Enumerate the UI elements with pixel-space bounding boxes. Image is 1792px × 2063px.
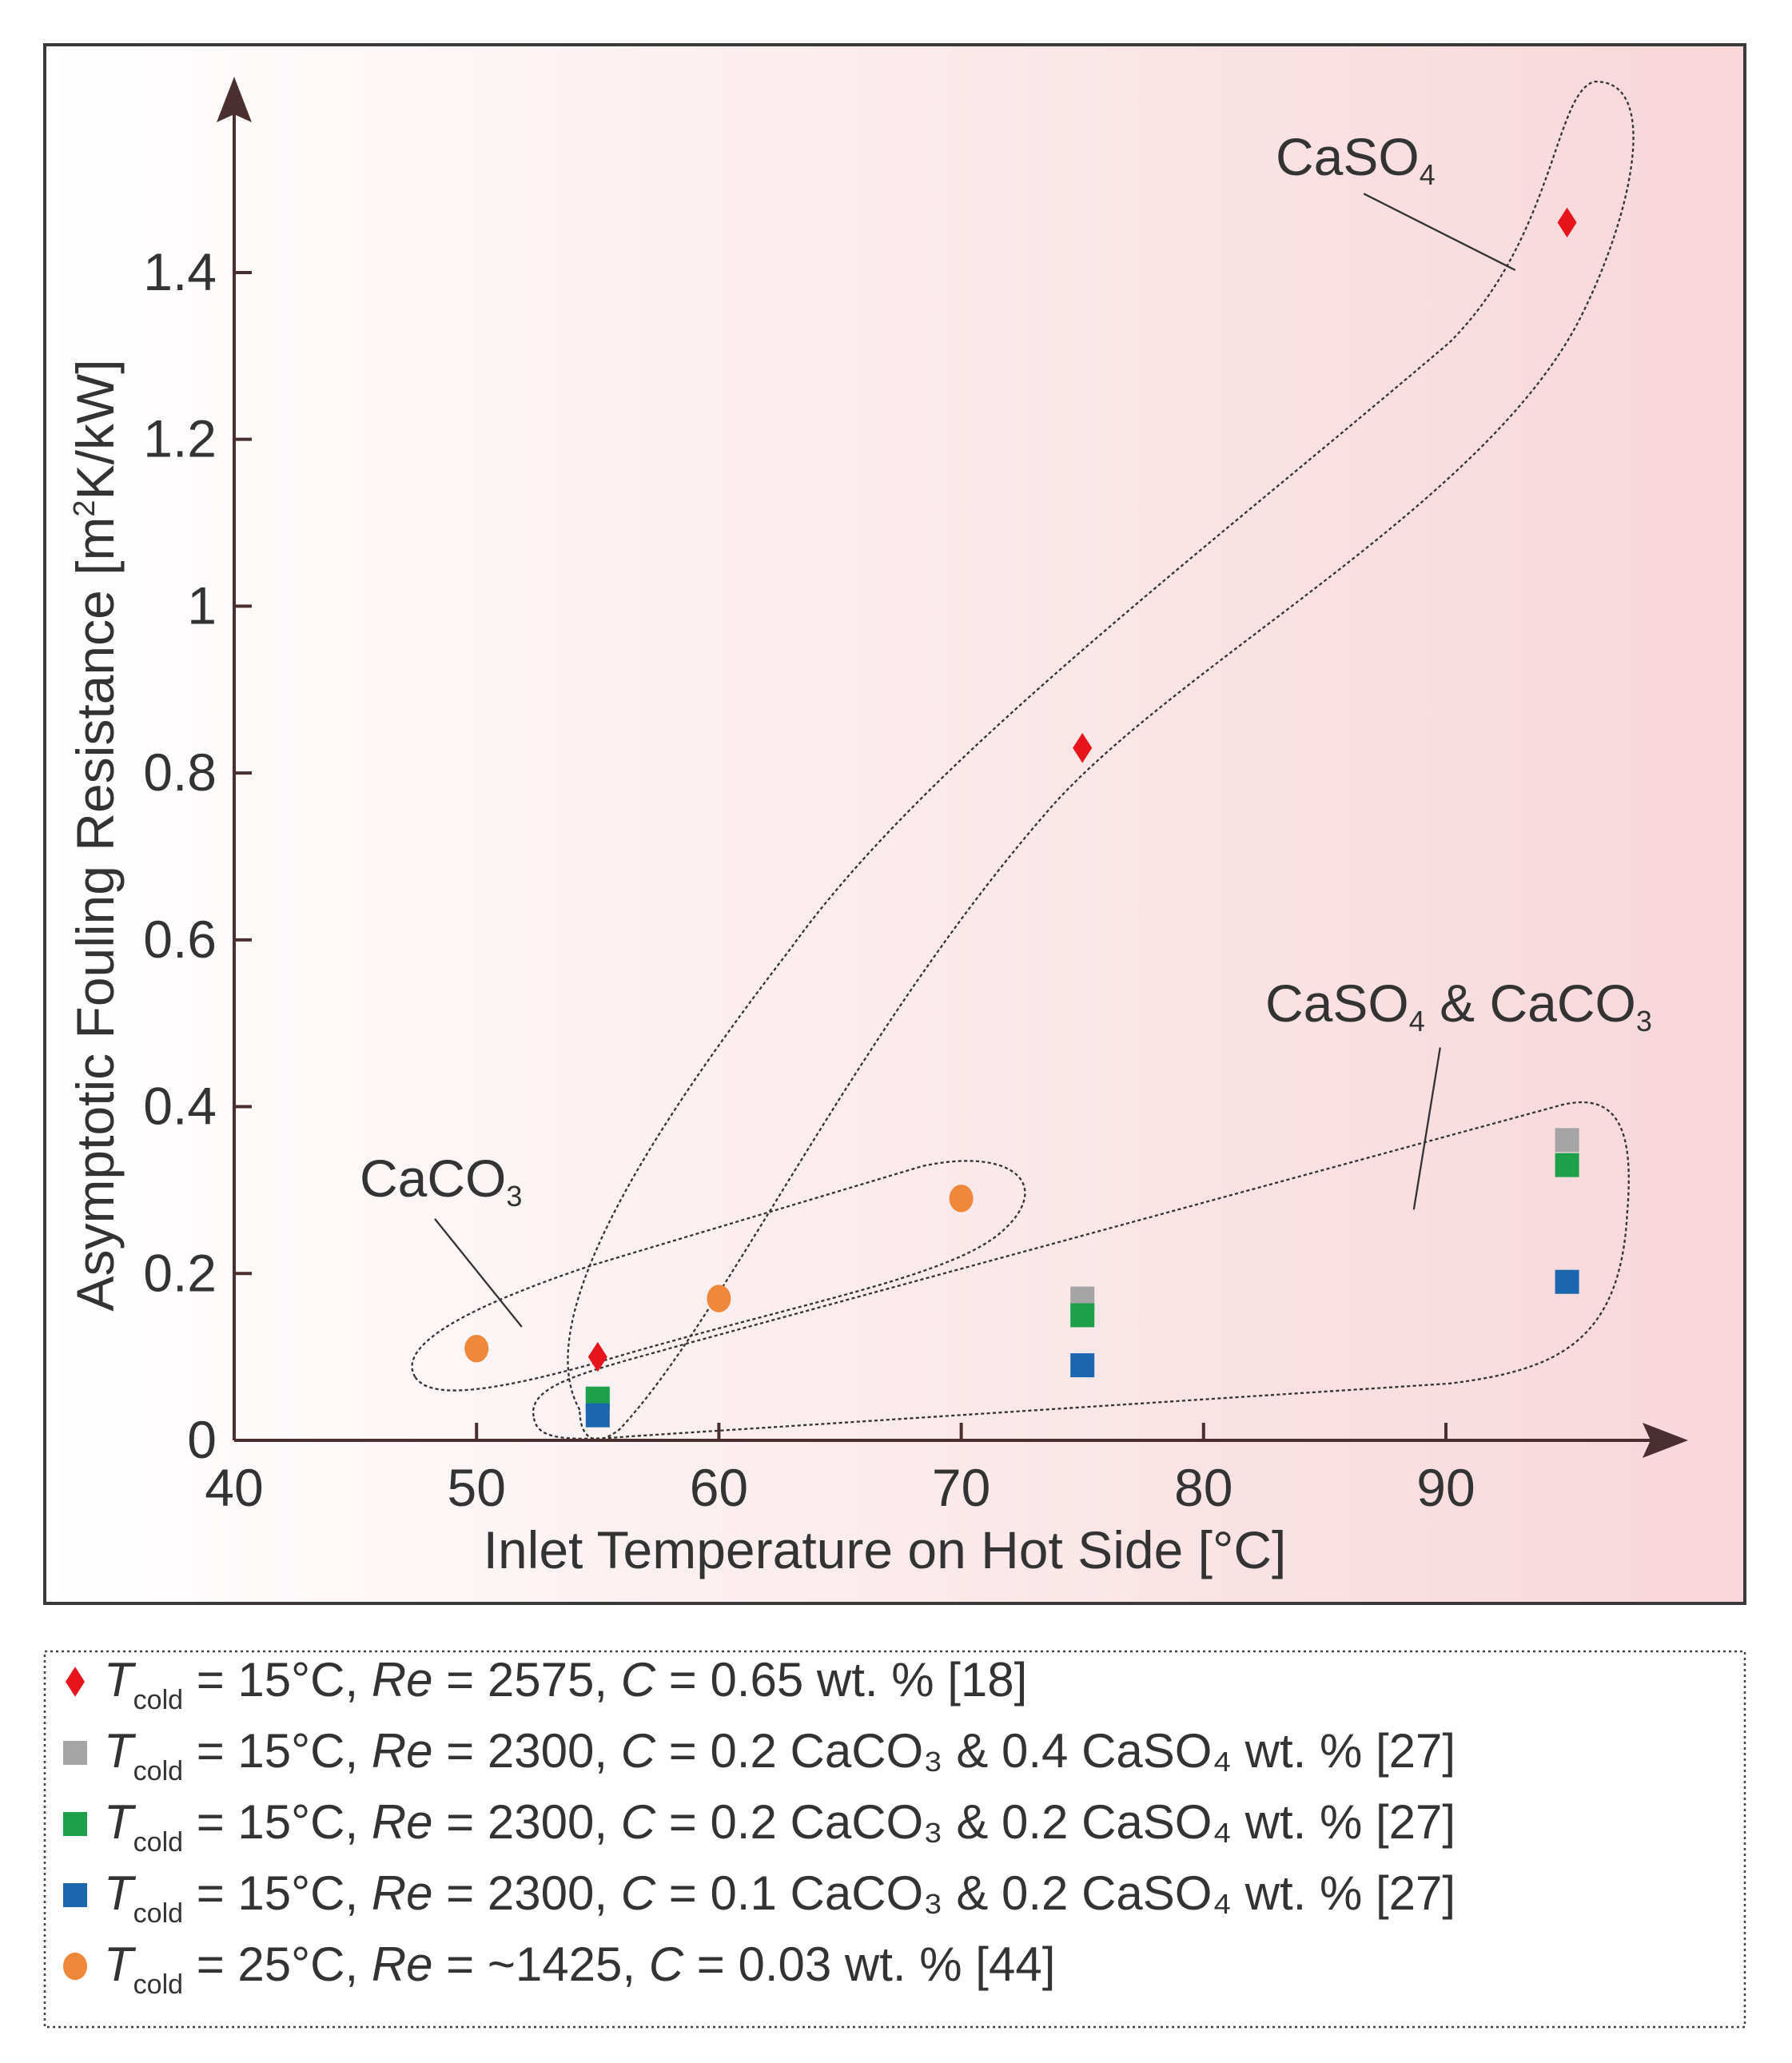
x-axis-arrow-icon <box>1643 1423 1688 1458</box>
legend-item: Tcold = 15°C, Re = 2300, C = 0.2 CaCO₃ &… <box>63 1724 1456 1786</box>
legend-item: Tcold = 15°C, Re = 2575, C = 0.65 wt. % … <box>66 1653 1027 1715</box>
legend-box <box>43 1650 1746 2029</box>
legend-marker-square-icon <box>63 1812 87 1836</box>
data-point-square <box>585 1403 610 1428</box>
legend-marker-diamond-icon <box>66 1667 85 1697</box>
x-tick-label: 70 <box>932 1458 990 1517</box>
x-tick-label: 60 <box>690 1458 748 1517</box>
legend-label: Tcold = 15°C, Re = 2300, C = 0.2 CaCO₃ &… <box>104 1795 1456 1858</box>
legend-marker-circle-icon <box>63 1952 87 1981</box>
caso4-group-outline <box>567 81 1635 1440</box>
legend-marker-square-icon <box>63 1741 87 1765</box>
data-point-circle <box>949 1185 974 1213</box>
y-tick-label: 0.4 <box>143 1077 217 1136</box>
data-point-square <box>1070 1353 1095 1378</box>
y-tick-label: 0.2 <box>143 1243 217 1302</box>
annotation-caco3: CaCO3 <box>360 1149 522 1213</box>
x-tick-label: 40 <box>205 1458 263 1517</box>
legend-label: Tcold = 15°C, Re = 2300, C = 0.1 CaCO₃ &… <box>104 1866 1456 1929</box>
legend-item: Tcold = 15°C, Re = 2300, C = 0.1 CaCO₃ &… <box>63 1866 1456 1929</box>
data-point-circle <box>464 1334 489 1363</box>
data-point-square <box>1555 1153 1579 1177</box>
legend-item: Tcold = 25°C, Re = ~1425, C = 0.03 wt. %… <box>63 1938 1055 2000</box>
y-tick-label: 0 <box>187 1410 217 1469</box>
caco3-group-outline <box>411 1160 1026 1392</box>
mixed-leader-line <box>1412 1047 1441 1210</box>
y-tick-label: 1.2 <box>143 409 217 468</box>
data-point-diamond <box>587 1341 607 1372</box>
data-point-diamond <box>1557 207 1577 238</box>
annotation-caso4-caco3: CaSO4 & CaCO3 <box>1265 974 1652 1037</box>
legend-label: Tcold = 15°C, Re = 2300, C = 0.2 CaCO₃ &… <box>104 1724 1456 1786</box>
y-axis-arrow-icon <box>217 77 252 122</box>
legend-marker-square-icon <box>63 1883 87 1907</box>
y-axis-label: Asymptotic Fouling Resistance [m2K/kW] <box>66 359 125 1311</box>
y-tick-label: 0.8 <box>143 743 217 802</box>
data-point-square <box>1555 1269 1579 1294</box>
annotation-caso4: CaSO4 <box>1276 127 1436 191</box>
y-tick-label: 1 <box>187 575 217 635</box>
data-point-square <box>1070 1303 1095 1328</box>
legend-item: Tcold = 15°C, Re = 2300, C = 0.2 CaCO₃ &… <box>63 1795 1456 1858</box>
x-axis-label: Inlet Temperature on Hot Side [°C] <box>484 1520 1287 1579</box>
data-point-diamond <box>1073 733 1093 763</box>
caso4-leader-line <box>1363 193 1516 271</box>
x-tick-label: 80 <box>1174 1458 1232 1517</box>
y-tick-label: 1.4 <box>143 242 217 301</box>
data-point-circle <box>707 1284 731 1312</box>
x-tick-label: 90 <box>1416 1458 1475 1517</box>
x-tick-label: 50 <box>447 1458 505 1517</box>
caco3-leader-line <box>434 1218 523 1328</box>
legend-label: Tcold = 25°C, Re = ~1425, C = 0.03 wt. %… <box>104 1938 1055 2000</box>
mixed-group-outline <box>532 1101 1630 1440</box>
legend-label: Tcold = 15°C, Re = 2575, C = 0.65 wt. % … <box>104 1653 1027 1715</box>
data-point-square <box>1555 1128 1579 1153</box>
y-tick-label: 0.6 <box>143 910 217 969</box>
